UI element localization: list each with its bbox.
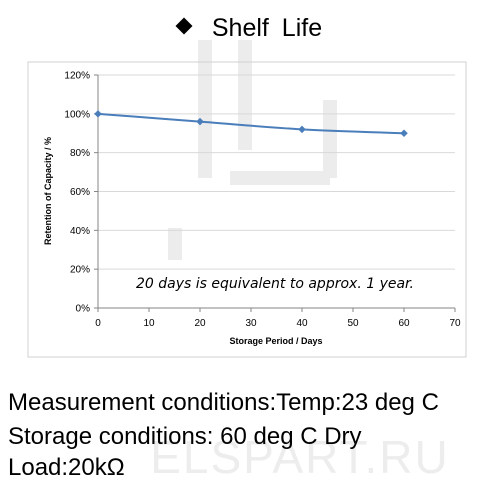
data-series [94, 109, 408, 138]
x-tick-label: 60 [398, 318, 410, 329]
y-tick-label: 40% [70, 226, 90, 237]
x-tick-label: 50 [347, 318, 359, 329]
y-tick-label: 20% [70, 265, 90, 276]
x-tick-labels: 0 10 20 30 40 50 60 70 [95, 318, 461, 329]
x-tick-label: 20 [194, 318, 206, 329]
y-tick-label: 80% [70, 148, 90, 159]
data-point [196, 117, 204, 126]
load-conditions: Load:20kΩ [8, 454, 125, 481]
x-tick-label: 10 [143, 318, 155, 329]
x-tick-label: 40 [296, 318, 308, 329]
x-tick-label: 30 [245, 318, 257, 329]
grid-lines [98, 74, 455, 270]
y-tick-label: 0% [76, 304, 91, 315]
watermark-text: ELSPART.RU [150, 431, 450, 483]
watermark-logo [168, 40, 337, 260]
chart-annotation: 20 days is equivalent to approx. 1 year. [136, 276, 414, 292]
chart-title-text: Shelf Life [211, 14, 323, 42]
data-point [94, 109, 102, 118]
data-point [400, 129, 408, 138]
chart-title: Shelf Life [0, 14, 500, 43]
measurement-conditions: Measurement conditions:Temp:23 deg C [8, 389, 439, 416]
y-tick-labels: 0% 20% 40% 60% 80% 100% 120% [64, 71, 90, 315]
y-axis-label: Retention of Capacity / % [43, 137, 53, 245]
chart-frame [27, 61, 467, 358]
storage-conditions: Storage conditions: 60 deg C Dry [8, 423, 362, 450]
x-tick-label: 0 [95, 318, 101, 329]
x-axis-label: Storage Period / Days [229, 336, 322, 346]
data-point [298, 125, 306, 134]
series-line [97, 112, 405, 135]
y-tick-label: 60% [70, 187, 90, 198]
x-tick-label: 70 [449, 318, 461, 329]
y-tick-label: 120% [64, 71, 90, 82]
y-tick-label: 100% [64, 109, 90, 120]
